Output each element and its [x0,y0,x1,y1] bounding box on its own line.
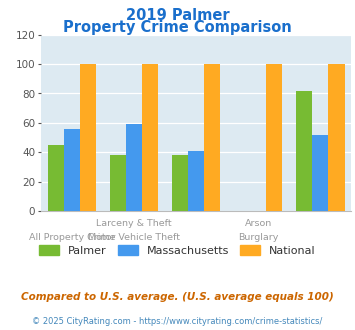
Bar [64,129,80,211]
Text: Compared to U.S. average. (U.S. average equals 100): Compared to U.S. average. (U.S. average … [21,292,334,302]
Bar [328,64,345,211]
Bar [142,64,158,211]
Text: Property Crime Comparison: Property Crime Comparison [63,20,292,35]
Bar [80,64,96,211]
Bar [204,64,220,211]
Text: © 2025 CityRating.com - https://www.cityrating.com/crime-statistics/: © 2025 CityRating.com - https://www.city… [32,317,323,326]
Bar [172,155,188,211]
Text: All Property Crime: All Property Crime [29,233,115,242]
Text: Burglary: Burglary [238,233,278,242]
Bar [126,124,142,211]
Text: Arson: Arson [245,219,272,228]
Bar [48,145,64,211]
Legend: Palmer, Massachusetts, National: Palmer, Massachusetts, National [35,241,320,260]
Bar [296,90,312,211]
Text: 2019 Palmer: 2019 Palmer [126,8,229,23]
Bar [188,151,204,211]
Bar [312,135,328,211]
Bar [110,155,126,211]
Text: Larceny & Theft: Larceny & Theft [96,219,172,228]
Text: Motor Vehicle Theft: Motor Vehicle Theft [88,233,180,242]
Bar [266,64,283,211]
